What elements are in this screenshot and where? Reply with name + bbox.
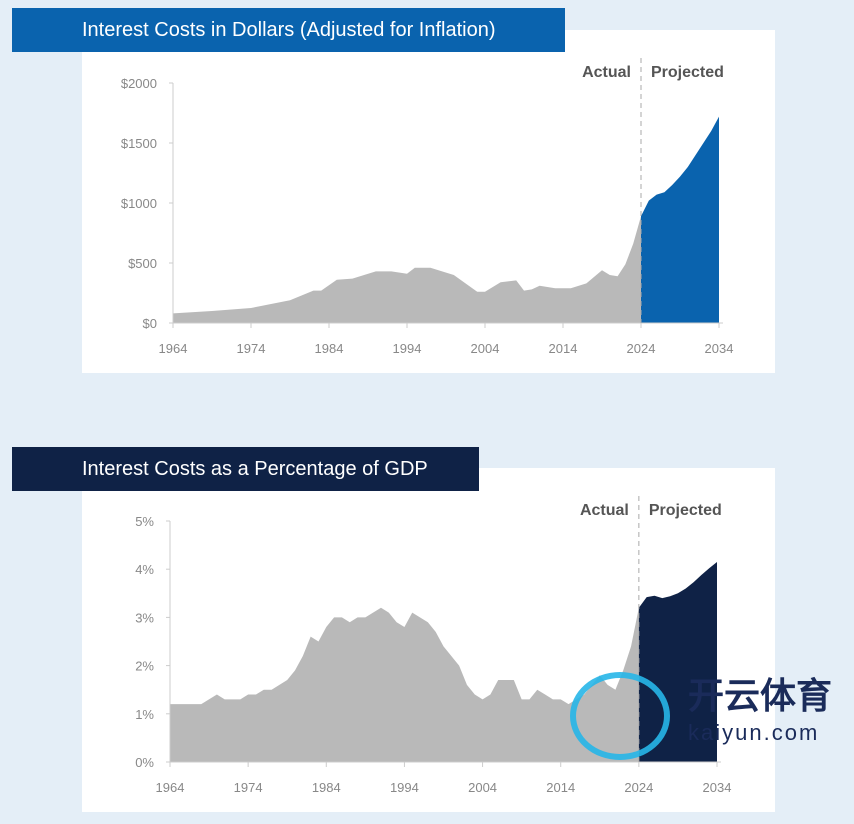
y-tick-label: 5% (135, 514, 154, 529)
y-tick-label: $500 (128, 256, 157, 271)
chart-dollars: $0 $500 $1000 $1500 $2000 1964 1974 1984 1994 200… (121, 58, 734, 356)
y-tick-label: $2000 (121, 76, 157, 91)
label-projected: Projected (651, 64, 724, 81)
x-tick-label: 2014 (549, 341, 578, 356)
x-tick-label: 1994 (393, 341, 422, 356)
x-tick-label: 1984 (315, 341, 344, 356)
x-tick-label: 2024 (627, 341, 656, 356)
x-tick-label: 2024 (624, 780, 653, 795)
y-tick-label: $1000 (121, 196, 157, 211)
watermark-cn: 开云体育 (688, 675, 833, 716)
x-tick-label: 1994 (390, 780, 419, 795)
y-tick-label: 3% (135, 610, 154, 625)
chart-title-gdp: Interest Costs as a Percentage of GDP (12, 447, 479, 491)
watermark-en: kaiyun.com (688, 720, 820, 745)
x-tick-label: 2004 (471, 341, 500, 356)
x-tick-label: 1974 (234, 780, 263, 795)
area-actual (170, 607, 639, 762)
y-tick-label: $1500 (121, 136, 157, 151)
x-tick-label: 1964 (159, 341, 188, 356)
watermark-logo: 开云体育 kaiyun.com (570, 672, 850, 762)
x-tick-label: 1974 (237, 341, 266, 356)
label-actual: Actual (580, 502, 629, 519)
watermark-ball-icon (570, 672, 670, 760)
label-actual: Actual (582, 64, 631, 81)
area-projected (641, 116, 719, 323)
y-tick-label: 0% (135, 755, 154, 770)
x-tick-label: 2014 (546, 780, 575, 795)
chart-title-dollars: Interest Costs in Dollars (Adjusted for … (12, 8, 565, 52)
x-tick-label: 2004 (468, 780, 497, 795)
chart-panel-dollars: $0 $500 $1000 $1500 $2000 1964 1974 1984 1994 200… (82, 30, 775, 373)
chart-panel-gdp: 0% 1% 2% 3% 4% 5% 1964 1974 1984 1994 2004 2014 2024… (82, 468, 775, 812)
y-tick-label: 4% (135, 562, 154, 577)
area-actual (173, 216, 641, 323)
y-tick-label: $0 (143, 316, 157, 331)
x-tick-label: 2034 (703, 780, 732, 795)
y-tick-label: 1% (135, 707, 154, 722)
x-tick-label: 2034 (705, 341, 734, 356)
label-projected: Projected (649, 502, 722, 519)
x-tick-label: 1964 (156, 780, 185, 795)
x-tick-label: 1984 (312, 780, 341, 795)
y-tick-label: 2% (135, 659, 154, 674)
